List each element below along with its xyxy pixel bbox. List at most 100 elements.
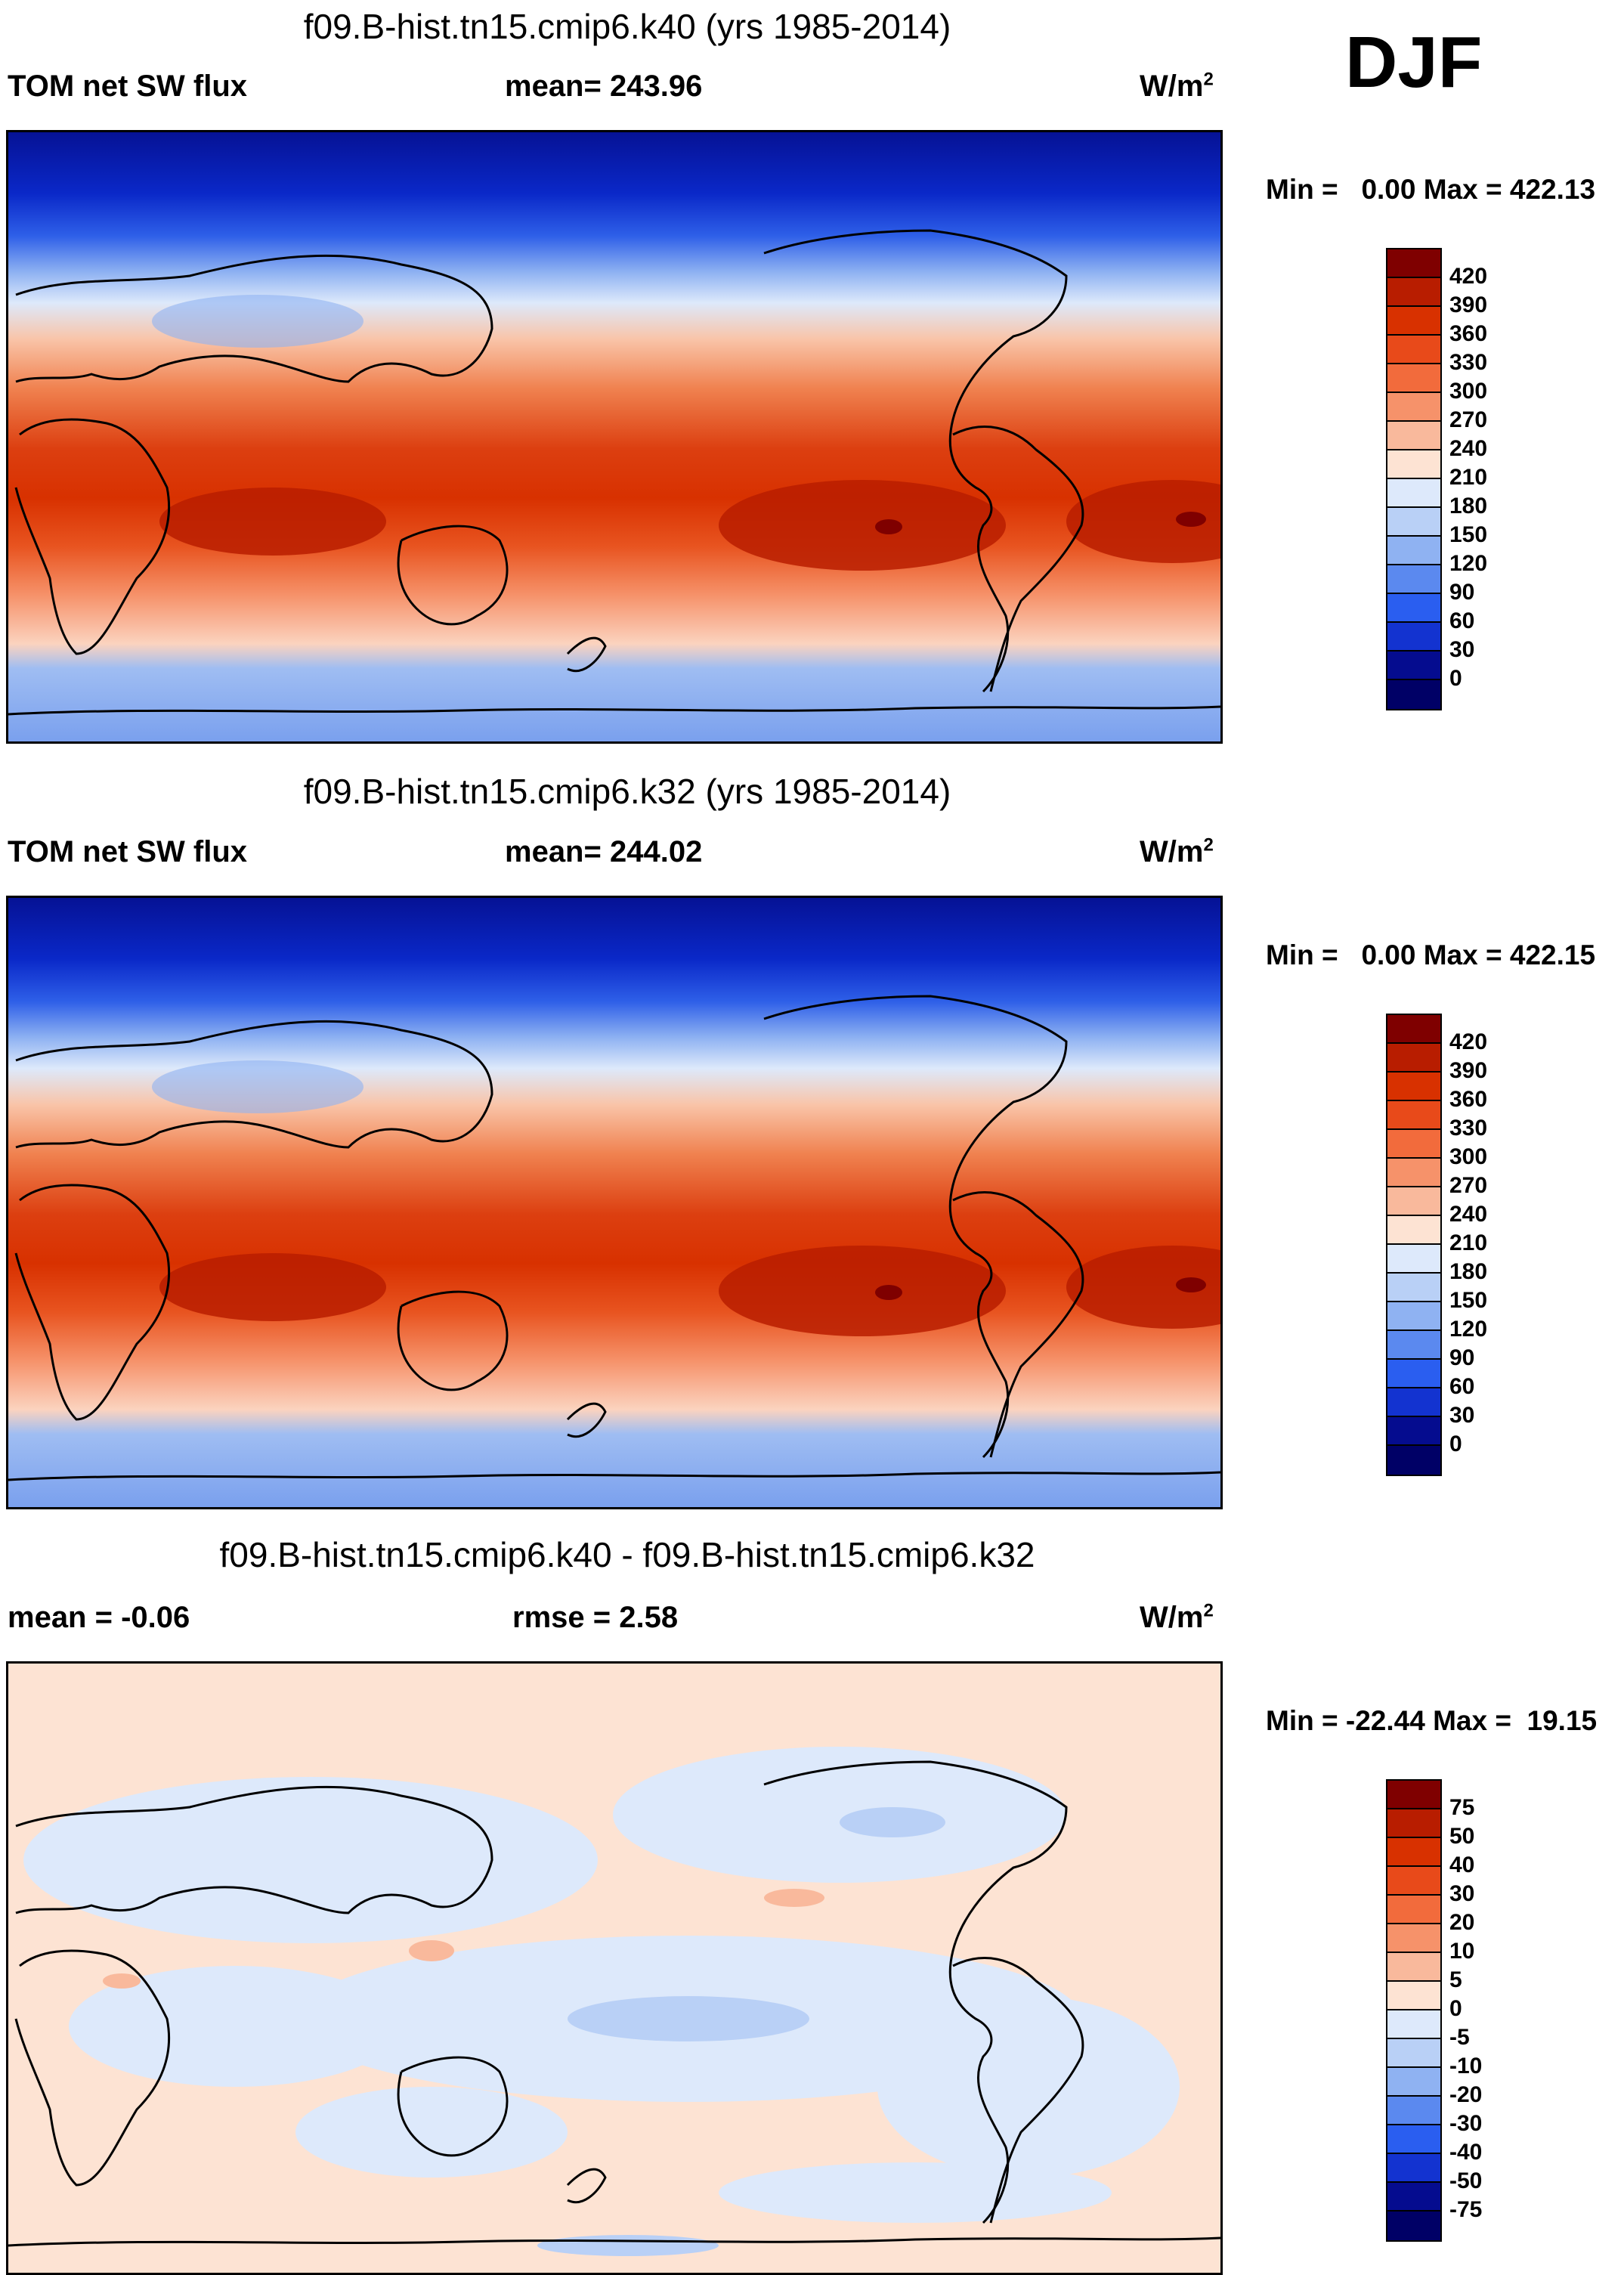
colorbar-label: 0 <box>1449 666 1462 691</box>
colorbar-swatch <box>1387 393 1440 422</box>
colorbar-label: 360 <box>1449 1087 1488 1112</box>
panel-1-variable: TOM net SW flux <box>8 70 248 103</box>
colorbar-label: 90 <box>1449 580 1475 605</box>
colorbar-label: 30 <box>1449 1881 1475 1906</box>
colorbar-swatch <box>1387 680 1440 709</box>
colorbar-swatch <box>1387 1360 1440 1388</box>
colorbar-label: 120 <box>1449 551 1488 576</box>
panel-1-minmax: Min = 0.00 Max = 422.13 <box>1266 174 1596 205</box>
panel-3-mean: mean = -0.06 <box>8 1601 190 1634</box>
colorbar-label: -10 <box>1449 2054 1483 2078</box>
colorbar-label: -5 <box>1449 2025 1470 2050</box>
panel-3-colorbar <box>1386 1779 1442 2242</box>
colorbar-swatch <box>1387 1302 1440 1331</box>
colorbar-swatch <box>1387 2183 1440 2212</box>
colorbar-swatch <box>1387 1417 1440 1446</box>
colorbar-swatch <box>1387 1216 1440 1245</box>
colorbar-label: 150 <box>1449 522 1488 547</box>
colorbar-swatch <box>1387 1159 1440 1187</box>
colorbar-swatch <box>1387 1388 1440 1417</box>
colorbar-swatch <box>1387 2154 1440 2183</box>
colorbar-label: 300 <box>1449 1144 1488 1169</box>
colorbar-label: 40 <box>1449 1852 1475 1877</box>
colorbar-label: 240 <box>1449 1202 1488 1227</box>
colorbar-swatch <box>1387 2097 1440 2125</box>
colorbar-swatch <box>1387 508 1440 537</box>
colorbar-label: 0 <box>1449 1996 1462 2021</box>
panel-3-map <box>6 1661 1223 2275</box>
colorbar-swatch <box>1387 1867 1440 1896</box>
colorbar-swatch <box>1387 1446 1440 1475</box>
panel-2-mean: mean= 244.02 <box>505 835 703 868</box>
colorbar-label: 300 <box>1449 379 1488 404</box>
colorbar-label: -30 <box>1449 2111 1483 2136</box>
colorbar-swatch <box>1387 1331 1440 1360</box>
colorbar-label: -40 <box>1449 2140 1483 2165</box>
panel-2-title: f09.B-hist.tn15.cmip6.k32 (yrs 1985-2014… <box>303 772 951 811</box>
panel-3-rmse: rmse = 2.58 <box>512 1601 679 1634</box>
colorbar-label: 90 <box>1449 1345 1475 1370</box>
colorbar-swatch <box>1387 336 1440 364</box>
colorbar-label: -50 <box>1449 2168 1483 2193</box>
colorbar-label: 5 <box>1449 1967 1462 1992</box>
colorbar-label: 20 <box>1449 1910 1475 1935</box>
colorbar-swatch <box>1387 278 1440 307</box>
colorbar-swatch <box>1387 450 1440 479</box>
colorbar-label: 180 <box>1449 1259 1488 1284</box>
colorbar-label: 210 <box>1449 1230 1488 1255</box>
colorbar-swatch <box>1387 2212 1440 2240</box>
colorbar-swatch <box>1387 1982 1440 2010</box>
panel-3-title: f09.B-hist.tn15.cmip6.k40 - f09.B-hist.t… <box>219 1535 1035 1574</box>
colorbar-swatch <box>1387 1072 1440 1101</box>
colorbar-label: 330 <box>1449 1116 1488 1141</box>
panel-1-mean: mean= 243.96 <box>505 70 703 103</box>
colorbar-label: 120 <box>1449 1317 1488 1342</box>
colorbar-label: -75 <box>1449 2197 1483 2222</box>
colorbar-label: 30 <box>1449 637 1475 662</box>
season-label: DJF <box>1345 22 1483 103</box>
colorbar-swatch <box>1387 1781 1440 1809</box>
colorbar-label: 240 <box>1449 436 1488 461</box>
colorbar-swatch <box>1387 1245 1440 1274</box>
panel-2-colorbar <box>1386 1014 1442 1476</box>
colorbar-label: 60 <box>1449 1374 1475 1399</box>
colorbar-swatch <box>1387 1809 1440 1838</box>
colorbar-label: 390 <box>1449 1058 1488 1083</box>
colorbar-label: 180 <box>1449 494 1488 518</box>
panel-1-units: W/m2 <box>1140 69 1214 103</box>
panel-1-colorbar <box>1386 248 1442 710</box>
colorbar-swatch <box>1387 1101 1440 1130</box>
colorbar-label: 210 <box>1449 465 1488 490</box>
colorbar-label: 390 <box>1449 292 1488 317</box>
colorbar-swatch <box>1387 594 1440 623</box>
colorbar-label: -20 <box>1449 2082 1483 2107</box>
colorbar-label: 330 <box>1449 350 1488 375</box>
colorbar-label: 60 <box>1449 608 1475 633</box>
panel-3-minmax: Min = -22.44 Max = 19.15 <box>1266 1705 1598 1736</box>
colorbar-swatch <box>1387 1130 1440 1159</box>
colorbar-label: 360 <box>1449 321 1488 346</box>
colorbar-swatch <box>1387 479 1440 508</box>
colorbar-swatch <box>1387 422 1440 450</box>
panel-1-title: f09.B-hist.tn15.cmip6.k40 (yrs 1985-2014… <box>303 7 951 46</box>
panel-2-units: W/m2 <box>1140 834 1214 868</box>
colorbar-swatch <box>1387 565 1440 594</box>
colorbar-swatch <box>1387 1274 1440 1302</box>
colorbar-swatch <box>1387 537 1440 565</box>
colorbar-label: 10 <box>1449 1939 1475 1964</box>
panel-2-minmax: Min = 0.00 Max = 422.15 <box>1266 939 1596 970</box>
panel-3-units: W/m2 <box>1140 1600 1214 1634</box>
colorbar-swatch <box>1387 2039 1440 2068</box>
colorbar-label: 420 <box>1449 264 1488 289</box>
colorbar-swatch <box>1387 2068 1440 2097</box>
colorbar-label: 150 <box>1449 1288 1488 1313</box>
colorbar-swatch <box>1387 1044 1440 1072</box>
colorbar-swatch <box>1387 307 1440 336</box>
colorbar-label: 0 <box>1449 1432 1462 1456</box>
colorbar-swatch <box>1387 2125 1440 2154</box>
panel-2-map <box>6 896 1223 1509</box>
colorbar-label: 270 <box>1449 407 1488 432</box>
colorbar-swatch <box>1387 1896 1440 1924</box>
colorbar-label: 50 <box>1449 1824 1475 1849</box>
colorbar-swatch <box>1387 364 1440 393</box>
